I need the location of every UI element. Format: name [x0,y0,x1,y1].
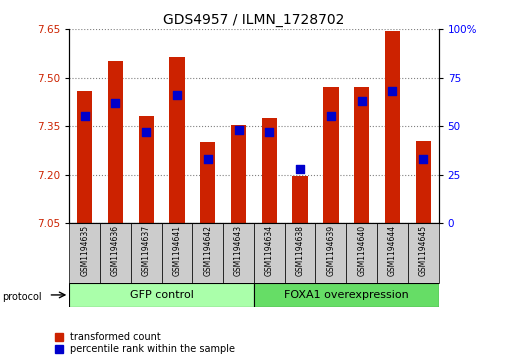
Text: GSM1194635: GSM1194635 [80,225,89,276]
Bar [192,223,223,283]
Point [173,92,181,98]
Bar [200,142,215,223]
Text: GSM1194642: GSM1194642 [203,225,212,276]
Point [204,156,212,162]
Text: GSM1194644: GSM1194644 [388,225,397,276]
Point [358,98,366,104]
Point [111,100,120,106]
Point [142,129,150,135]
Bar [69,283,254,307]
Text: GFP control: GFP control [130,290,193,300]
Bar [139,117,154,223]
Bar [323,87,339,223]
Bar [131,223,162,283]
Bar [416,141,431,223]
Text: GSM1194640: GSM1194640 [357,225,366,276]
Bar [254,223,285,283]
Text: GSM1194638: GSM1194638 [295,225,305,276]
Point [327,114,335,119]
Text: GSM1194637: GSM1194637 [142,225,151,276]
Bar [254,283,439,307]
Point [265,129,273,135]
Bar [100,223,131,283]
Text: FOXA1 overexpression: FOXA1 overexpression [284,290,409,300]
Bar [385,30,400,223]
Bar [69,223,100,283]
Bar [377,223,408,283]
Bar [285,223,315,283]
Bar [231,125,246,223]
Legend: transformed count, percentile rank within the sample: transformed count, percentile rank withi… [51,329,240,358]
Text: GSM1194641: GSM1194641 [172,225,182,276]
Point [81,114,89,119]
Title: GDS4957 / ILMN_1728702: GDS4957 / ILMN_1728702 [163,13,345,26]
Text: GSM1194645: GSM1194645 [419,225,428,276]
Bar [408,223,439,283]
Text: GSM1194643: GSM1194643 [234,225,243,276]
Bar [292,176,308,223]
Bar [354,87,369,223]
Bar [262,118,277,223]
Point [388,88,397,94]
Bar [108,61,123,223]
Text: protocol: protocol [3,291,42,302]
Point [419,156,427,162]
Text: GSM1194634: GSM1194634 [265,225,274,276]
Point [296,166,304,172]
Point [234,127,243,133]
Bar [346,223,377,283]
Bar [169,57,185,223]
Bar [315,223,346,283]
Bar [162,223,192,283]
Text: GSM1194639: GSM1194639 [326,225,336,276]
Bar [223,223,254,283]
Bar [77,90,92,223]
Text: GSM1194636: GSM1194636 [111,225,120,276]
